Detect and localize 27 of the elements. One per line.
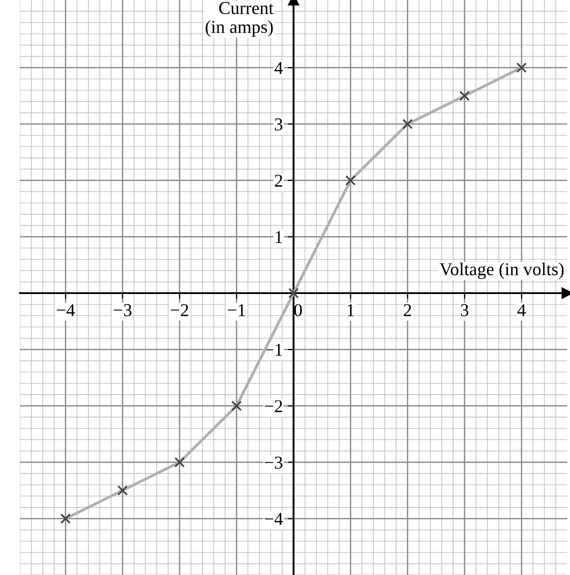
point [459,90,470,102]
x-tick-label: 3 [460,304,468,316]
point [174,457,185,468]
point [402,118,413,130]
x-tick-label: −2 [170,304,188,316]
x-tick-label: 2 [404,304,412,316]
y-tick-label: −4 [264,513,283,525]
point [516,62,527,73]
point [231,400,242,412]
y-tick-label: 2 [274,174,282,187]
x-tick-label: −4 [56,304,75,316]
point [288,288,299,298]
y-tick-label: 4 [274,62,283,74]
y-tick-label: 3 [274,118,282,130]
y-tick-label: 1 [276,231,282,244]
y-tick-label: −1 [264,344,282,356]
point [60,513,71,524]
y-tick-label: −2 [264,400,282,412]
y-tick-label: −3 [264,456,282,469]
point [117,485,128,496]
y-axis-title: Current (in amps) [206,2,274,37]
x-tick-label: −1 [228,304,246,316]
x-tick-label: 4 [517,304,526,316]
x-tick-label: −3 [114,304,132,316]
point [345,175,356,186]
x-axis-title: Voltage (in volts) [440,262,564,280]
x-tick-label: 1 [348,304,354,316]
